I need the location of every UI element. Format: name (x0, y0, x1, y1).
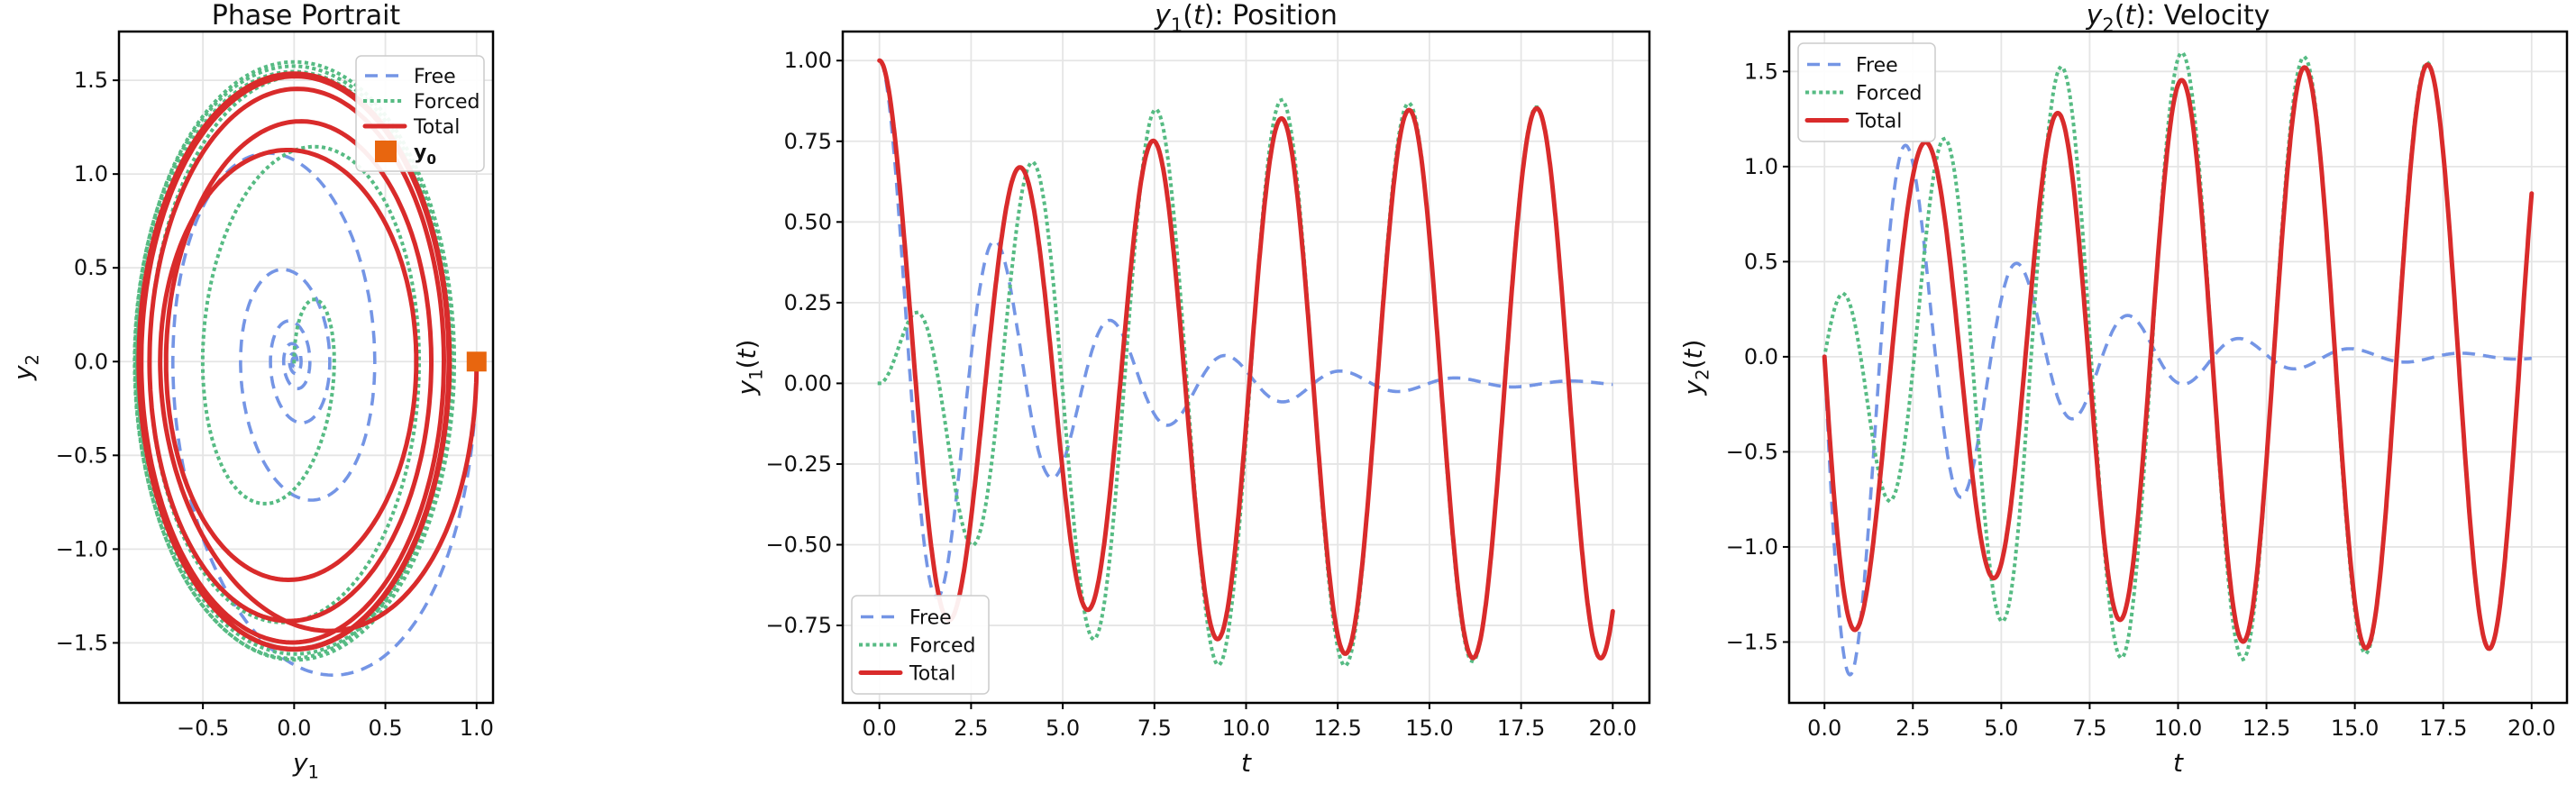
y-axis-label: y2(t) (1678, 340, 1713, 396)
x-tick-label: 20.0 (2507, 716, 2555, 741)
grid (843, 32, 1649, 703)
velocity-chart: 0.0 2.5 5.0 7.5 10.0 12.5 15.0 17.5 20.0 −1.5 −1.0… (1678, 0, 2569, 778)
x-tick-label: 5.0 (1046, 716, 1080, 741)
chart-title: Phase Portrait (212, 0, 401, 32)
legend-label-forced: Forced (414, 91, 480, 114)
legend-label-forced: Forced (1856, 83, 1923, 105)
x-tick-label: 10.0 (2154, 716, 2202, 741)
x-tick-label: 17.5 (2419, 716, 2467, 741)
y-tick-label: −1.5 (1726, 629, 1778, 654)
total-series-path (877, 58, 1615, 661)
y-tick-label: 1.5 (1744, 59, 1778, 84)
total-series-path (1822, 62, 2535, 652)
series (132, 59, 480, 677)
y-tick-label: 1.0 (1744, 154, 1778, 179)
x-axis: 0.0 2.5 5.0 7.5 10.0 12.5 15.0 17.5 20.0 (1807, 703, 2555, 741)
y-tick-label: 0.0 (1744, 344, 1778, 369)
y-axis: −0.75 −0.50 −0.25 0.00 0.25 0.50 0.75 1.00 (765, 48, 843, 638)
series (1822, 50, 2535, 677)
x-axis-label: t (2173, 748, 2184, 778)
y-tick-label: −1.5 (56, 630, 108, 655)
x-axis: 0.0 2.5 5.0 7.5 10.0 12.5 15.0 17.5 20.0 (863, 703, 1637, 741)
x-tick-label: 2.5 (954, 716, 988, 741)
x-tick-label: 12.5 (1313, 716, 1361, 741)
x-tick-label: 0.0 (1807, 716, 1841, 741)
y-tick-label: 1.00 (784, 48, 832, 73)
y-tick-label: 0.75 (784, 129, 832, 154)
forced-series-path (877, 98, 1615, 668)
x-tick-label: 2.5 (1895, 716, 1930, 741)
y-tick-label: −0.5 (56, 442, 108, 468)
series (877, 58, 1615, 668)
y-tick-label: −0.50 (765, 532, 832, 557)
x-axis-label: t (1241, 748, 1252, 778)
y-tick-label: 0.0 (74, 349, 108, 374)
spines (117, 30, 495, 705)
x-tick-label: 0.0 (277, 716, 311, 741)
legend-label-y0: y0 (414, 141, 436, 168)
y-tick-label: −1.0 (56, 536, 108, 561)
legend-label-free: Free (909, 607, 952, 630)
legend-label-total: Total (1855, 111, 1902, 133)
x-axis: −0.5 0.0 0.5 1.0 (177, 703, 494, 741)
x-tick-label: 12.5 (2243, 716, 2290, 741)
y-axis: −1.5 −1.0 −0.5 0.0 0.5 1.0 1.5 (1726, 59, 1789, 654)
y-axis-label: y2 (8, 354, 43, 381)
y-tick-label: −0.75 (765, 613, 832, 638)
position-chart: 0.0 2.5 5.0 7.5 10.0 12.5 15.0 17.5 20.0−0.75−0.… (732, 0, 1651, 778)
legend-label-forced: Forced (909, 635, 976, 658)
legend: Free Forced Total (851, 595, 990, 695)
x-tick-label: 17.5 (1497, 716, 1545, 741)
x-tick-label: 1.0 (460, 716, 494, 741)
x-tick-label: 15.0 (1405, 716, 1453, 741)
y-tick-label: −1.0 (1726, 534, 1778, 560)
x-tick-label: 7.5 (1137, 716, 1172, 741)
x-tick-label: 5.0 (1984, 716, 2018, 741)
y-tick-label: −0.5 (1726, 439, 1778, 464)
legend-label-total: Total (909, 663, 955, 686)
y-tick-label: −0.25 (765, 451, 832, 477)
free-series-path (1822, 143, 2534, 677)
legend-label-free: Free (1856, 55, 1898, 77)
x-tick-label: −0.5 (177, 716, 229, 741)
y-tick-label: 0.50 (784, 209, 832, 234)
x-tick-label: 0.0 (863, 716, 897, 741)
x-tick-label: 0.5 (368, 716, 402, 741)
legend-label-free: Free (414, 66, 456, 88)
y-tick-label: 1.5 (74, 68, 108, 93)
legend-y0-marker-swatch (375, 141, 397, 162)
y-tick-label: 0.5 (1744, 249, 1778, 274)
y-axis-label: y1(t) (732, 340, 767, 396)
x-axis-label: y1 (292, 748, 319, 783)
y-axis: −1.5 −1.0 −0.5 0.0 0.5 1.0 1.5 (56, 68, 119, 655)
chart-title: y1(t): Position (1154, 0, 1338, 36)
free-series-path (171, 151, 479, 677)
y0-marker (466, 351, 487, 372)
legend-box (1797, 42, 1936, 142)
x-tick-label: 7.5 (2072, 716, 2106, 741)
chart-title: y2(t): Velocity (2086, 0, 2270, 36)
y-tick-label: 0.5 (74, 255, 108, 280)
x-tick-label: 10.0 (1222, 716, 1270, 741)
legend: Free Forced Total (1797, 42, 1936, 142)
legend-label-total: Total (413, 116, 460, 139)
legend-box (851, 595, 990, 695)
total-series-path (136, 71, 480, 652)
x-tick-label: 20.0 (1589, 716, 1637, 741)
y-tick-label: 0.00 (784, 370, 832, 396)
x-tick-label: 15.0 (2331, 716, 2379, 741)
y-tick-label: 0.25 (784, 290, 832, 315)
phase-portrait-chart: −0.5 0.0 0.5 1.0 −1.5 −1.0 −0.5 0.0 0.5 1.0 1.5 Pha… (8, 0, 495, 783)
y-tick-label: 1.0 (74, 161, 108, 187)
